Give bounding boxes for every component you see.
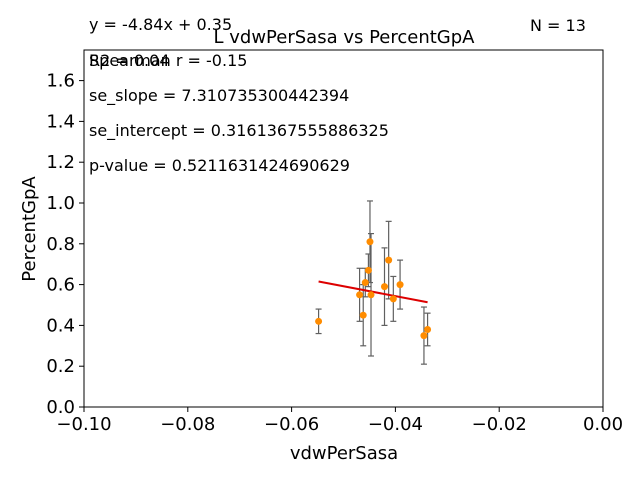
- y-tick-label: 0.4: [46, 315, 75, 336]
- p-value-label: p-value = 0.5211631424690629: [89, 156, 350, 175]
- equation-label: y = -4.84x + 0.35: [89, 15, 232, 34]
- plot-marks: [315, 200, 432, 365]
- data-point: [366, 238, 374, 246]
- data-point: [389, 295, 397, 303]
- y-tick-label: 1.4: [46, 111, 75, 132]
- spearman-label: Spearman r = -0.15: [89, 51, 247, 70]
- x-tick-label: −0.04: [368, 414, 423, 435]
- data-point: [367, 291, 375, 299]
- n-label: N = 13: [530, 16, 586, 35]
- se-intercept-label: se_intercept = 0.3161367555886325: [89, 121, 389, 141]
- fit-line: [318, 280, 428, 304]
- data-point: [385, 256, 393, 264]
- x-tick-label: −0.10: [56, 414, 111, 435]
- y-tick-label: 0.2: [46, 356, 75, 377]
- x-tick-label: −0.02: [472, 414, 527, 435]
- y-tick-label: 1.0: [46, 193, 75, 214]
- y-tick-label: 1.2: [46, 152, 75, 173]
- y-tick-label: 0.6: [46, 275, 75, 296]
- data-point: [424, 325, 432, 333]
- x-tick-label: −0.06: [264, 414, 319, 435]
- y-tick-label: 1.6: [46, 71, 75, 92]
- data-point: [361, 279, 369, 287]
- data-point: [359, 311, 367, 319]
- data-point: [396, 281, 404, 289]
- x-axis-label: vdwPerSasa: [290, 443, 398, 464]
- y-axis-label: PercentGpA: [19, 176, 40, 282]
- r-squared-label: R2 = 0.04: [89, 51, 170, 70]
- y-tick-label: 0.8: [46, 234, 75, 255]
- data-point: [356, 291, 364, 299]
- data-point: [364, 266, 372, 274]
- x-tick-label: −0.08: [160, 414, 215, 435]
- data-point: [315, 317, 323, 325]
- data-point: [381, 283, 389, 291]
- se-slope-label: se_slope = 7.310735300442394: [89, 86, 349, 106]
- plot-frame: [83, 49, 604, 408]
- x-tick-label: 0.00: [583, 414, 623, 435]
- y-tick-label: 0.0: [46, 397, 75, 418]
- data-point: [420, 332, 428, 340]
- chart-title: L vdwPerSasa vs PercentGpA: [214, 27, 476, 48]
- axis-ticks: −0.10 −0.08 −0.06 −0.04 −0.02 0.00 0.0 0.2 0.4 0.…: [46, 71, 623, 435]
